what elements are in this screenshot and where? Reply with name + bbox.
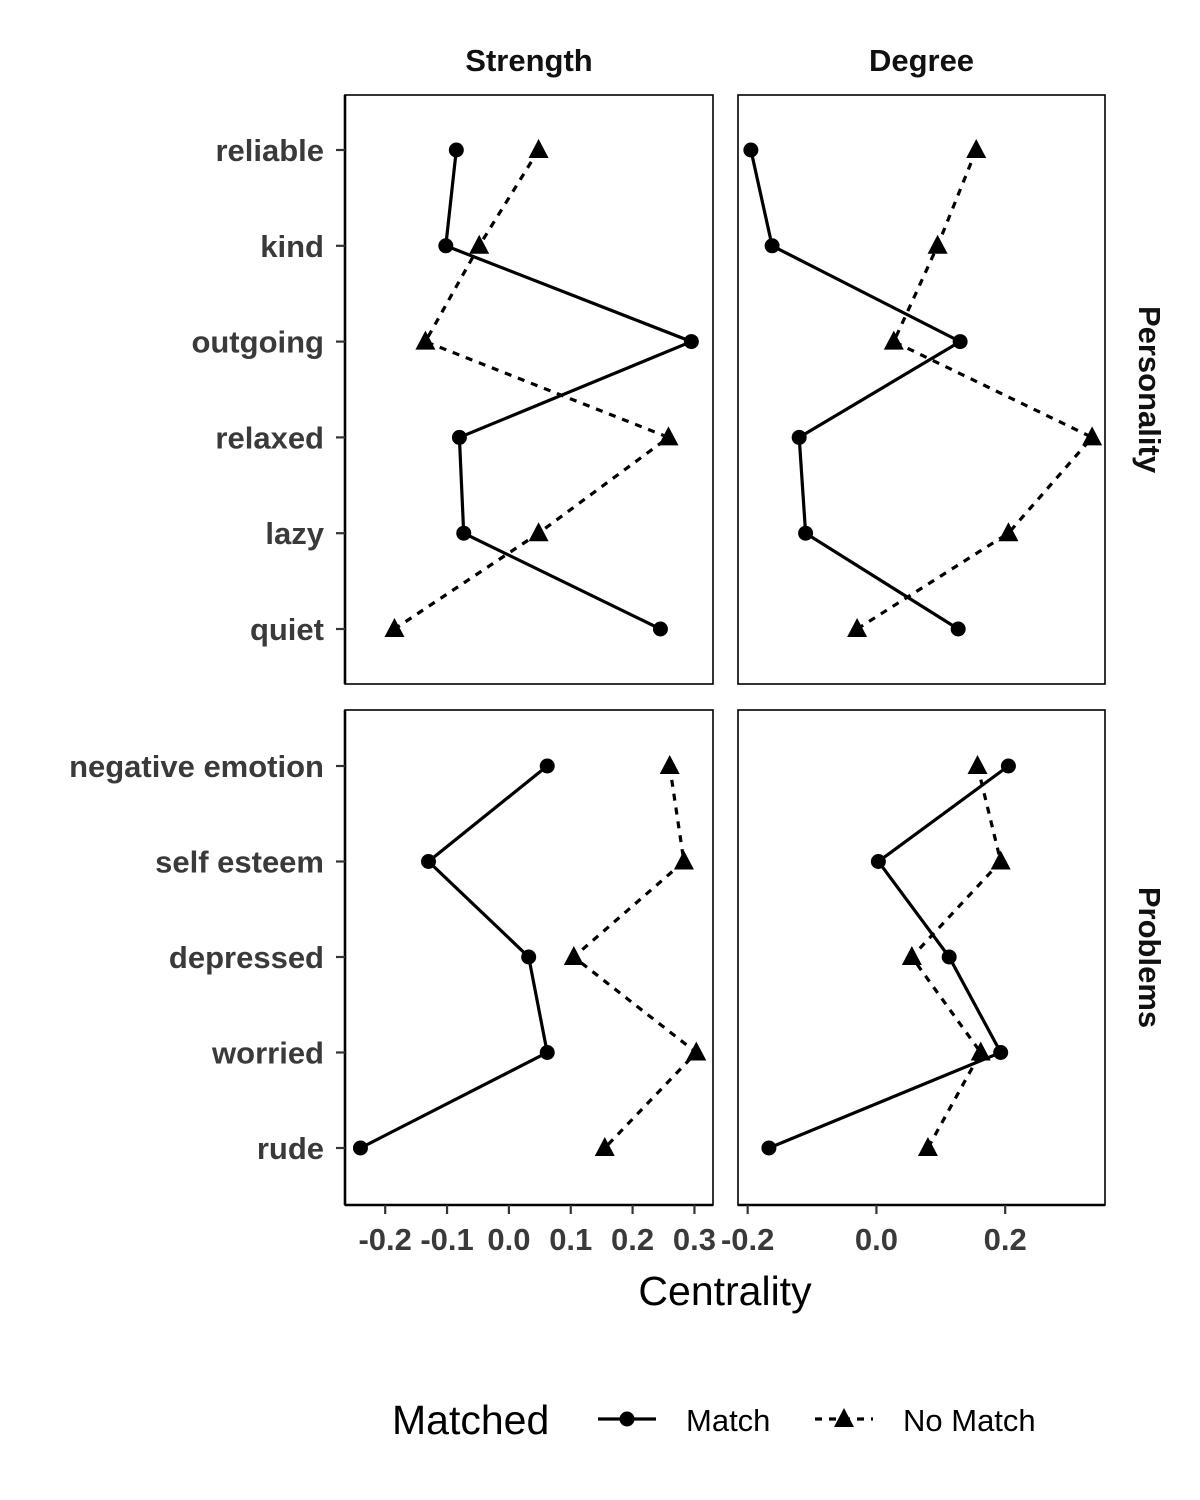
- point-no-match-negative-emotion: [659, 755, 680, 774]
- point-match-quiet: [950, 621, 966, 637]
- series-line-no-match: [571, 765, 699, 1150]
- legend-title: Matched: [392, 1397, 549, 1443]
- point-no-match-rude: [594, 1137, 615, 1156]
- point-no-match-negative-emotion: [967, 755, 988, 774]
- point-no-match-rude: [917, 1137, 938, 1156]
- point-no-match-self-esteem: [673, 850, 694, 870]
- point-no-match-lazy: [998, 522, 1019, 542]
- point-no-match-relaxed: [1082, 426, 1103, 446]
- series-line-match: [444, 149, 696, 631]
- x-tick-label-strength-3: 0.1: [549, 1222, 592, 1257]
- point-match-rude: [352, 1140, 368, 1156]
- point-match-kind: [764, 238, 780, 254]
- point-match-self-esteem: [420, 854, 436, 869]
- point-match-depressed: [521, 949, 537, 965]
- point-no-match-lazy: [528, 522, 549, 542]
- chart-panels: [343, 94, 1106, 1207]
- legend-key-marker-no-match: [834, 1408, 854, 1427]
- facet-strip-personality: Personality: [1132, 306, 1167, 474]
- point-match-self-esteem: [870, 854, 886, 869]
- y-label-quiet: quiet: [250, 612, 324, 647]
- point-no-match-kind: [927, 234, 948, 254]
- panel-problems-degree: [737, 709, 1106, 1207]
- point-no-match-reliable: [528, 139, 549, 158]
- facet-title-strength: Strength: [465, 43, 592, 78]
- y-label-outgoing: outgoing: [191, 325, 324, 360]
- panel-border: [344, 94, 714, 685]
- point-match-lazy: [456, 525, 472, 541]
- y-label-kind: kind: [260, 229, 324, 264]
- point-no-match-self-esteem: [990, 850, 1011, 870]
- y-label-depressed: depressed: [169, 940, 324, 975]
- point-no-match-quiet: [847, 618, 868, 637]
- series-line-no-match: [393, 149, 672, 631]
- series-line-no-match: [856, 149, 1095, 631]
- x-tick-label-strength-4: 0.2: [611, 1222, 654, 1257]
- chart-labels: Strength reliable kind outgoing relaxed lazy q…: [69, 43, 1167, 1257]
- point-match-outgoing: [952, 334, 968, 350]
- x-tick-label-strength-5: 0.3: [673, 1222, 716, 1257]
- point-match-rude: [761, 1140, 777, 1156]
- y-label-reliable: reliable: [215, 133, 324, 168]
- y-label-self-esteem: self esteem: [155, 845, 324, 880]
- x-tick-label-degree-0: -0.2: [721, 1222, 774, 1257]
- point-no-match-outgoing: [883, 330, 904, 350]
- x-axis-title: Centrality: [638, 1268, 812, 1314]
- point-match-kind: [438, 238, 454, 254]
- point-match-lazy: [798, 525, 814, 541]
- series-line-match: [749, 149, 964, 631]
- point-no-match-relaxed: [658, 426, 679, 446]
- point-match-outgoing: [683, 334, 699, 350]
- point-no-match-reliable: [966, 139, 987, 158]
- legend-label-no-match: No Match: [903, 1403, 1036, 1438]
- point-no-match-worried: [970, 1041, 991, 1061]
- panel-personality-strength: [343, 94, 714, 685]
- point-no-match-quiet: [384, 618, 405, 637]
- point-match-reliable: [448, 142, 464, 158]
- facet-title-degree: Degree: [869, 43, 974, 78]
- x-tick-label-strength-0: -0.2: [358, 1222, 411, 1257]
- panel-personality-degree: [737, 94, 1106, 685]
- point-no-match-depressed: [563, 946, 584, 965]
- y-label-rude: rude: [257, 1131, 324, 1166]
- point-no-match-kind: [469, 234, 490, 254]
- x-tick-label-strength-2: 0.0: [487, 1222, 530, 1257]
- x-tick-label-degree-2: 0.2: [984, 1222, 1027, 1257]
- point-no-match-worried: [686, 1041, 707, 1061]
- panel-border: [737, 709, 1106, 1206]
- point-no-match-depressed: [901, 946, 922, 965]
- point-match-negative-emotion: [1000, 758, 1016, 774]
- point-match-reliable: [743, 142, 759, 158]
- facet-strip-problems: Problems: [1132, 887, 1167, 1028]
- y-label-negative-emotion: negative emotion: [69, 749, 324, 784]
- point-match-negative-emotion: [539, 758, 555, 774]
- series-line-match: [768, 764, 1010, 1150]
- y-label-relaxed: relaxed: [215, 420, 324, 455]
- panel-problems-strength: [343, 709, 714, 1207]
- point-match-depressed: [941, 949, 957, 965]
- panel-border: [737, 94, 1106, 685]
- legend-label-match: Match: [686, 1403, 770, 1438]
- legend: Matched Match No Match: [392, 1397, 1036, 1443]
- point-no-match-outgoing: [415, 330, 436, 350]
- x-tick-label-degree-1: 0.0: [855, 1222, 898, 1257]
- point-match-relaxed: [791, 429, 807, 445]
- series-line-match: [359, 764, 549, 1150]
- point-match-worried: [993, 1045, 1009, 1060]
- y-label-worried: worried: [211, 1036, 324, 1071]
- point-match-relaxed: [451, 429, 467, 445]
- legend-key-marker-match: [619, 1411, 635, 1427]
- x-tick-label-strength-1: -0.1: [420, 1222, 473, 1257]
- point-match-worried: [539, 1045, 555, 1060]
- y-label-lazy: lazy: [265, 516, 324, 551]
- point-match-quiet: [652, 621, 668, 637]
